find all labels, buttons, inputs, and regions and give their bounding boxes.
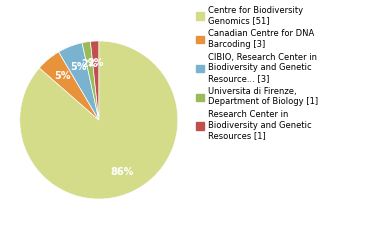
Wedge shape	[90, 41, 99, 120]
Wedge shape	[59, 43, 99, 120]
Text: 5%: 5%	[54, 71, 71, 81]
Wedge shape	[82, 42, 99, 120]
Wedge shape	[39, 52, 99, 120]
Text: 2%: 2%	[81, 59, 98, 69]
Text: 5%: 5%	[70, 62, 86, 72]
Text: 2%: 2%	[87, 58, 104, 68]
Text: 86%: 86%	[111, 167, 134, 177]
Wedge shape	[20, 41, 178, 199]
Legend: Centre for Biodiversity
Genomics [51], Canadian Centre for DNA
Barcoding [3], CI: Centre for Biodiversity Genomics [51], C…	[194, 4, 320, 142]
